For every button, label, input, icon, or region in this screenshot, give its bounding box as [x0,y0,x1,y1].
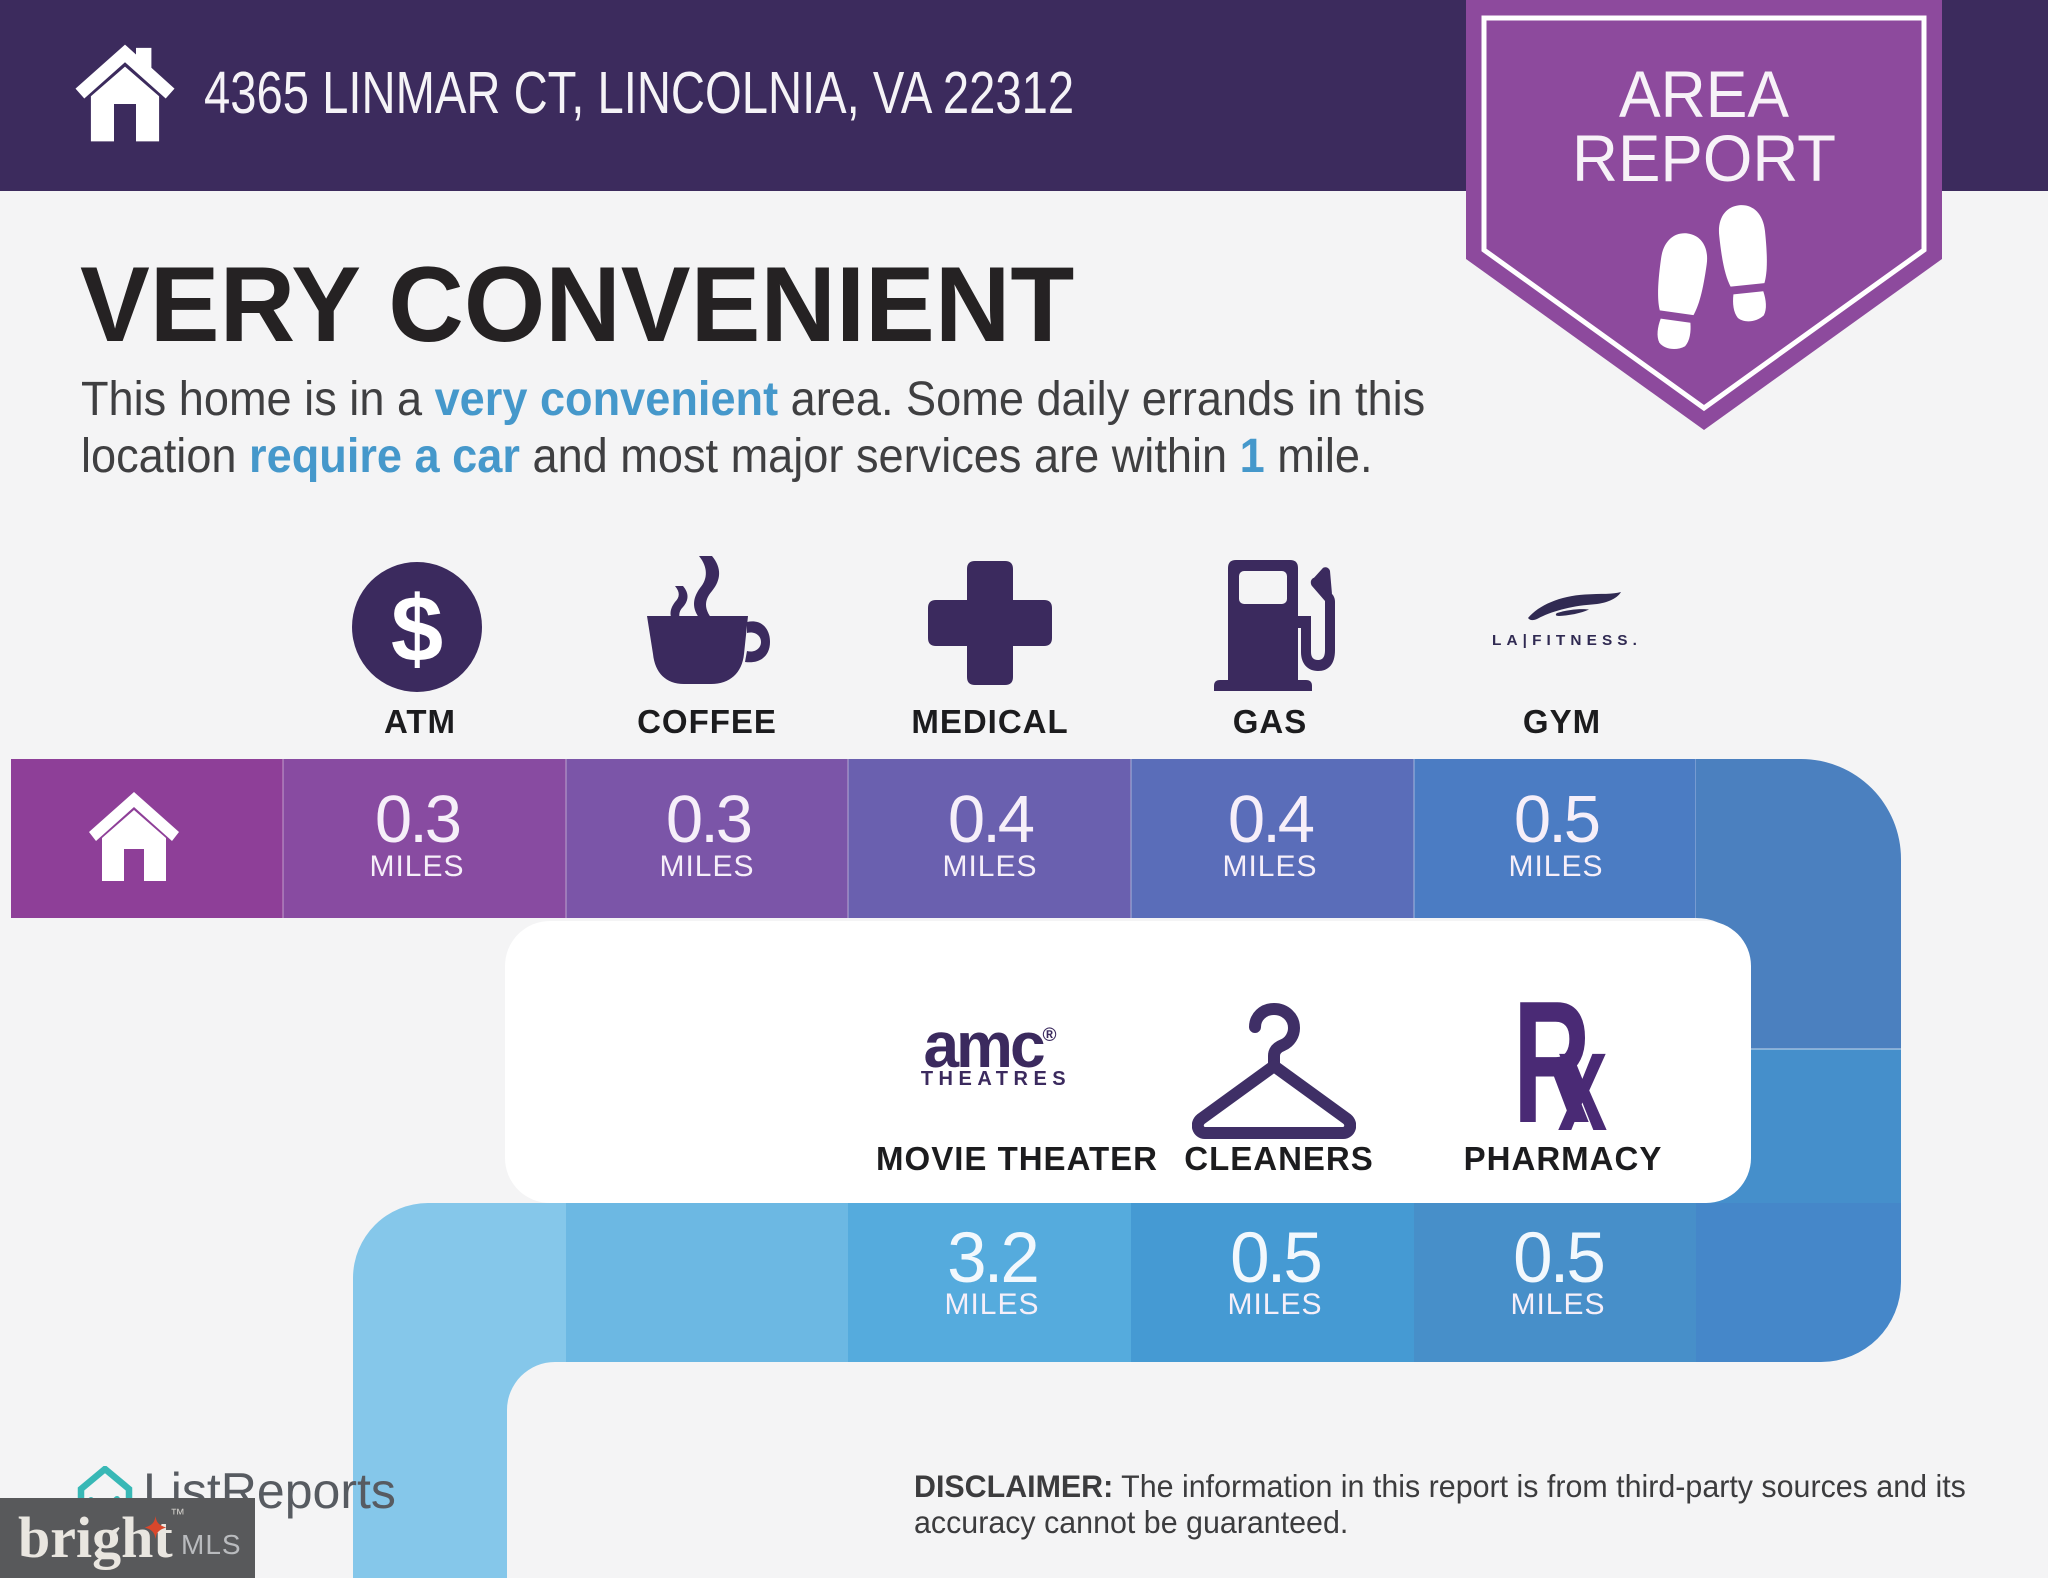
svg-text:$: $ [391,576,443,681]
svg-text:REPORT: REPORT [1572,121,1836,195]
svg-text:LA|FITNESS.: LA|FITNESS. [1492,632,1642,649]
svg-text:AREA: AREA [1619,57,1789,131]
